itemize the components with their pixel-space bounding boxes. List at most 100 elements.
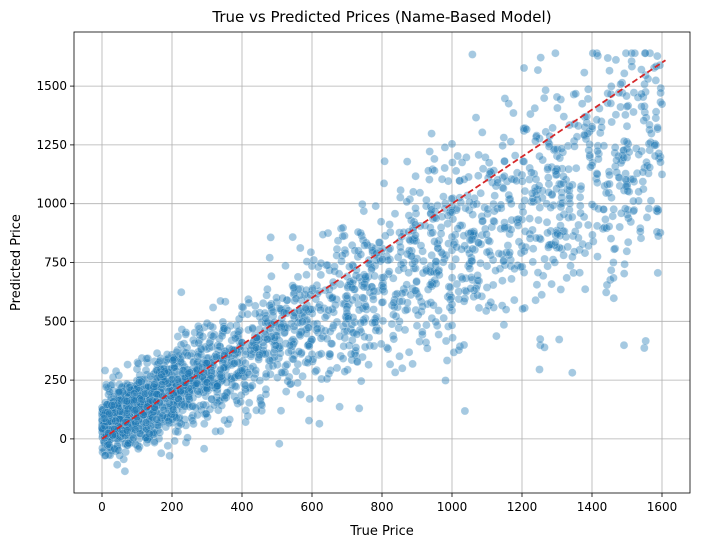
- scatter-point: [473, 271, 482, 280]
- scatter-point: [580, 122, 589, 132]
- scatter-point: [500, 222, 509, 232]
- scatter-point: [223, 419, 233, 429]
- scatter-point: [404, 348, 414, 357]
- scatter-point: [637, 102, 646, 111]
- scatter-point: [430, 237, 439, 246]
- scatter-point: [114, 371, 123, 380]
- scatter-point: [482, 248, 492, 257]
- scatter-point: [448, 214, 458, 224]
- scatter-point: [369, 295, 378, 304]
- scatter-point: [235, 314, 244, 324]
- scatter-point: [332, 317, 342, 327]
- scatter-point: [284, 348, 293, 357]
- scatter-point: [559, 210, 569, 219]
- scatter-point: [306, 336, 316, 346]
- scatter-point: [584, 241, 593, 251]
- scatter-point: [235, 326, 244, 335]
- scatter-point: [488, 178, 497, 187]
- scatter-point: [243, 310, 252, 319]
- scatter-point: [107, 401, 116, 410]
- scatter-point: [464, 261, 473, 271]
- scatter-point: [558, 164, 567, 173]
- x-tick-label: 1600: [647, 500, 678, 514]
- scatter-point: [552, 184, 561, 193]
- scatter-point: [285, 341, 295, 350]
- scatter-point: [558, 198, 567, 208]
- scatter-point: [603, 180, 612, 189]
- scatter-point: [460, 286, 470, 295]
- scatter-point: [300, 290, 310, 299]
- scatter-point: [122, 379, 131, 388]
- scatter-point: [248, 324, 257, 333]
- scatter-point: [155, 356, 165, 366]
- scatter-point: [656, 83, 665, 93]
- scatter-point: [206, 321, 215, 331]
- scatter-point: [211, 427, 220, 436]
- scatter-point: [168, 356, 178, 365]
- scatter-point: [219, 322, 228, 331]
- scatter-point: [295, 330, 304, 339]
- scatter-point: [482, 283, 492, 292]
- scatter-point: [620, 69, 629, 78]
- scatter-point: [329, 308, 338, 317]
- scatter-point: [606, 234, 616, 243]
- scatter-point: [640, 343, 649, 353]
- scatter-point: [542, 218, 552, 227]
- scatter-point: [303, 341, 312, 350]
- scatter-point: [641, 49, 650, 58]
- scatter-point: [303, 358, 312, 367]
- scatter-point: [332, 251, 341, 260]
- scatter-point: [510, 264, 519, 273]
- scatter-point: [544, 173, 553, 182]
- scatter-point: [383, 344, 393, 354]
- scatter-point: [122, 397, 131, 406]
- scatter-point: [439, 313, 448, 323]
- scatter-point: [293, 378, 302, 388]
- scatter-point: [444, 322, 453, 331]
- scatter-point: [576, 182, 586, 191]
- scatter-point: [123, 360, 132, 369]
- scatter-point: [426, 223, 435, 232]
- scatter-point: [611, 143, 620, 152]
- scatter-point: [499, 320, 509, 329]
- scatter-point: [580, 248, 590, 258]
- scatter-point: [189, 335, 198, 345]
- scatter-point: [336, 351, 345, 361]
- scatter-point: [434, 330, 443, 339]
- scatter-point: [335, 402, 344, 411]
- scatter-point: [547, 279, 556, 289]
- scatter-point: [571, 227, 580, 236]
- scatter-point: [302, 329, 311, 338]
- scatter-point: [514, 237, 524, 246]
- scatter-point: [501, 305, 511, 314]
- scatter-point: [222, 393, 231, 402]
- scatter-point: [263, 335, 272, 344]
- scatter-point: [636, 227, 645, 236]
- scatter-point: [552, 243, 562, 252]
- scatter-point: [639, 184, 648, 194]
- scatter-point: [302, 315, 312, 325]
- scatter-point: [482, 261, 492, 271]
- scatter-point: [550, 241, 559, 250]
- scatter-point: [652, 227, 662, 237]
- scatter-point: [323, 228, 333, 238]
- scatter-point: [114, 446, 123, 455]
- scatter-point: [241, 387, 250, 396]
- scatter-point: [320, 313, 330, 322]
- scatter-point: [293, 272, 303, 282]
- scatter-point: [360, 241, 369, 250]
- scatter-point: [174, 414, 184, 423]
- scatter-point: [113, 460, 122, 469]
- scatter-point: [480, 203, 489, 212]
- scatter-point: [519, 126, 529, 136]
- scatter-point: [650, 141, 659, 150]
- scatter-point: [507, 199, 516, 208]
- scatter-point: [621, 110, 630, 120]
- scatter-point: [605, 66, 614, 75]
- scatter-point: [183, 369, 193, 378]
- scatter-point: [208, 361, 217, 371]
- scatter-point: [505, 195, 514, 204]
- scatter-point: [232, 321, 241, 330]
- scatter-point: [534, 181, 544, 190]
- scatter-point: [447, 306, 457, 315]
